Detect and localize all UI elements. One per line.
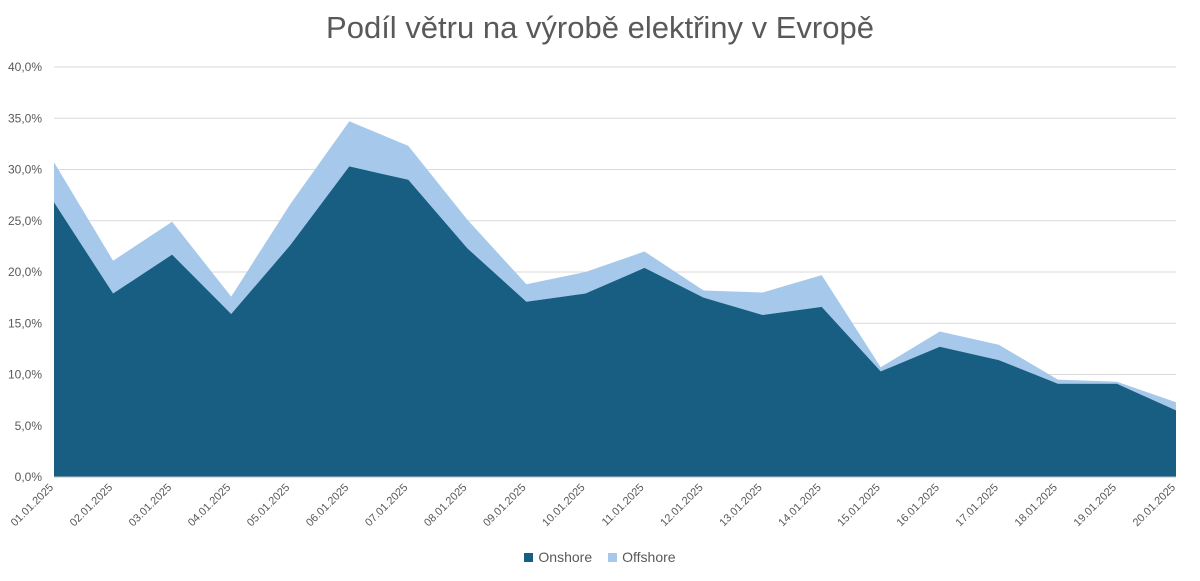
- y-tick-label: 5,0%: [15, 419, 43, 433]
- x-tick-label: 01.01.2025: [9, 482, 56, 529]
- x-tick-label: 02.01.2025: [68, 482, 115, 529]
- x-tick-label: 14.01.2025: [776, 482, 823, 529]
- y-tick-label: 30,0%: [8, 163, 42, 177]
- x-tick-label: 09.01.2025: [481, 482, 528, 529]
- x-tick-label: 18.01.2025: [1013, 482, 1060, 529]
- x-tick-label: 13.01.2025: [717, 482, 764, 529]
- x-tick-label: 16.01.2025: [894, 482, 941, 529]
- x-tick-label: 04.01.2025: [186, 482, 233, 529]
- x-tick-label: 12.01.2025: [658, 482, 705, 529]
- y-tick-label: 20,0%: [8, 265, 42, 279]
- x-tick-label: 05.01.2025: [245, 482, 292, 529]
- legend-swatch-onshore: [524, 552, 534, 562]
- x-tick-label: 06.01.2025: [304, 482, 351, 529]
- legend-item-onshore: Onshore: [524, 549, 592, 565]
- x-tick-label: 11.01.2025: [600, 482, 647, 529]
- x-tick-label: 19.01.2025: [1072, 482, 1119, 529]
- x-tick-label: 15.01.2025: [835, 482, 882, 529]
- legend-item-offshore: Offshore: [608, 549, 676, 565]
- y-tick-label: 35,0%: [8, 111, 42, 125]
- legend-label-onshore: Onshore: [538, 549, 593, 565]
- x-tick-label: 03.01.2025: [127, 482, 174, 529]
- legend-swatch-offshore: [608, 552, 618, 562]
- legend: Onshore Offshore: [0, 549, 1200, 565]
- legend-label-offshore: Offshore: [622, 549, 676, 565]
- x-tick-label: 17.01.2025: [954, 482, 1001, 529]
- area-offshore: [54, 121, 1176, 411]
- y-tick-label: 15,0%: [8, 316, 42, 330]
- y-tick-label: 0,0%: [15, 470, 43, 484]
- y-tick-label: 10,0%: [8, 368, 42, 382]
- x-tick-label: 10.01.2025: [540, 482, 587, 529]
- x-tick-label: 08.01.2025: [422, 482, 469, 529]
- x-tick-label: 07.01.2025: [363, 482, 410, 529]
- y-tick-label: 40,0%: [8, 60, 42, 74]
- chart-title: Podíl větru na výrobě elektřiny v Evropě: [326, 10, 874, 45]
- area-onshore: [54, 166, 1176, 477]
- y-tick-label: 25,0%: [8, 214, 42, 228]
- x-tick-label: 20.01.2025: [1131, 482, 1178, 529]
